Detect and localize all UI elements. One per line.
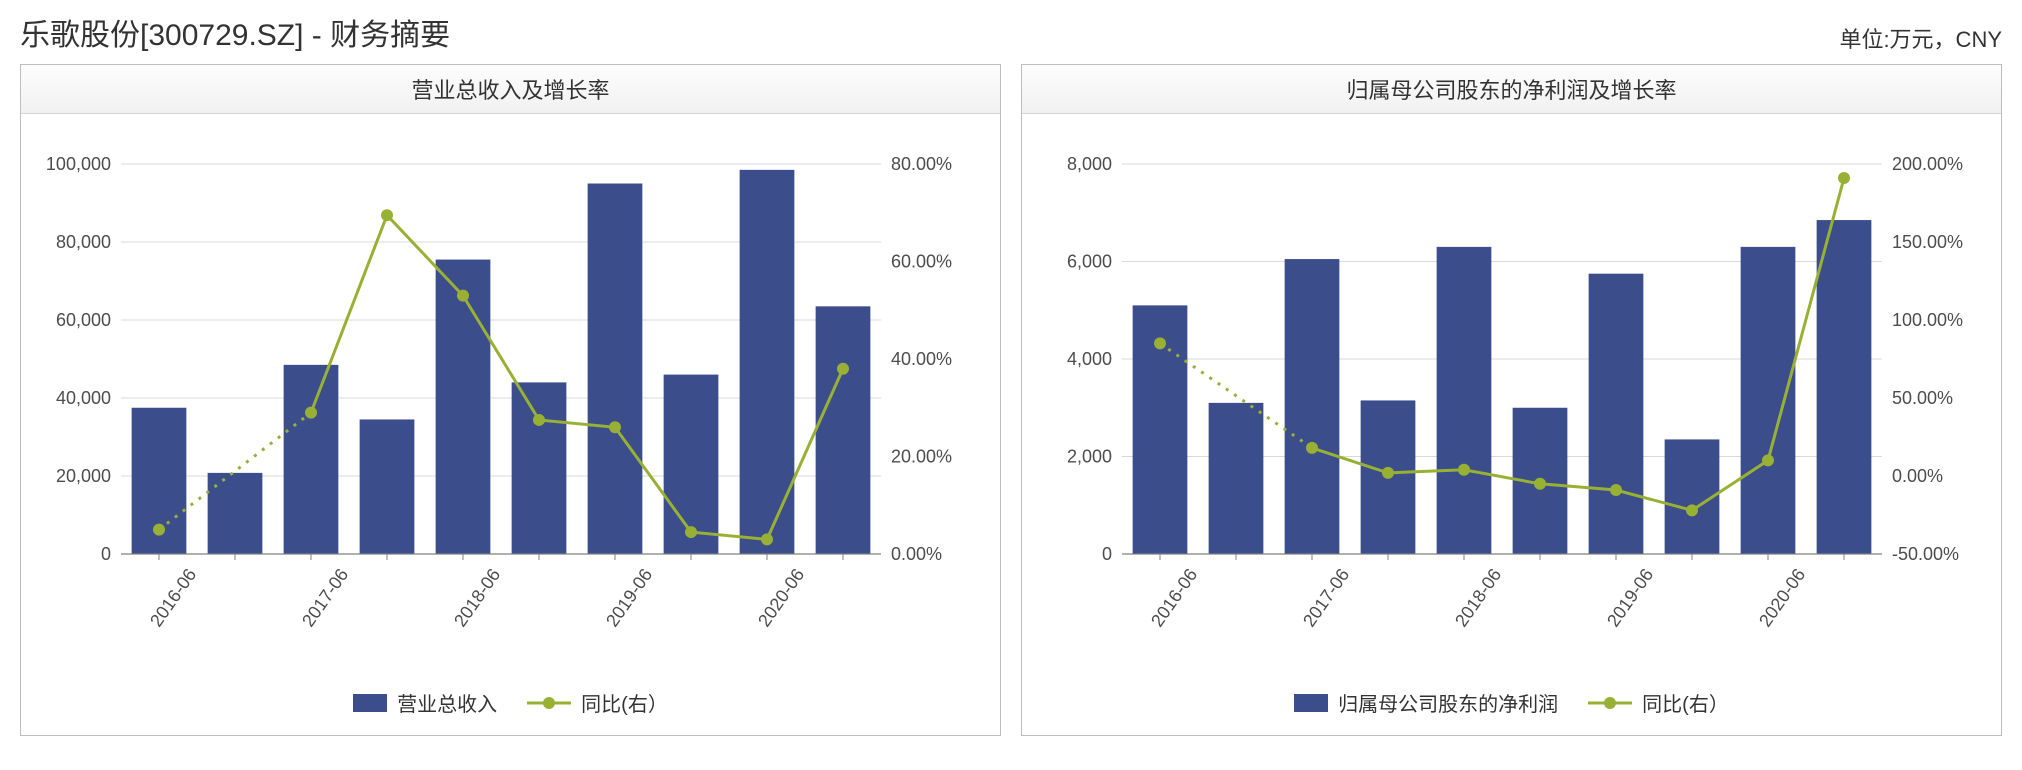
svg-text:0.00%: 0.00% [891,544,942,564]
svg-text:2016-06: 2016-06 [146,565,200,631]
chart-svg-profit: 0 2,000 4,000 6,000 8,000 -50.00% 0.00% 50.00% 1… [1022,114,1982,674]
svg-text:20,000: 20,000 [56,466,111,486]
svg-text:6,000: 6,000 [1067,252,1112,272]
chart-title-profit: 归属母公司股东的净利润及增长率 [1022,65,2001,114]
chart-title-revenue: 营业总收入及增长率 [21,65,1000,114]
legend-revenue: 营业总收入 同比(右） [21,674,1000,735]
svg-text:2019-06: 2019-06 [1603,565,1657,631]
page-title: 乐歌股份[300729.SZ] - 财务摘要 [20,10,450,54]
bar-swatch-icon [353,694,387,712]
svg-text:200.00%: 200.00% [1892,154,1963,174]
svg-text:2018-06: 2018-06 [1451,565,1505,631]
line-swatch-icon [1588,694,1632,712]
svg-text:40,000: 40,000 [56,388,111,408]
header-row: 乐歌股份[300729.SZ] - 财务摘要 单位:万元，CNY [20,10,2002,54]
svg-text:0.00%: 0.00% [1892,466,1943,486]
svg-text:100,000: 100,000 [46,154,111,174]
svg-text:60,000: 60,000 [56,310,111,330]
svg-text:2017-06: 2017-06 [1299,565,1353,631]
svg-text:0: 0 [101,544,111,564]
svg-text:2,000: 2,000 [1067,447,1112,467]
svg-text:2020-06: 2020-06 [1755,565,1809,631]
svg-text:2016-06: 2016-06 [1147,565,1201,631]
line-swatch-icon [527,694,571,712]
legend-bar-label: 归属母公司股东的净利润 [1338,688,1558,717]
svg-text:80.00%: 80.00% [891,154,952,174]
legend-line-profit: 同比(右） [1588,688,1729,717]
svg-text:150.00%: 150.00% [1892,232,1963,252]
chart-panel-profit: 归属母公司股东的净利润及增长率 0 2,000 4,000 6,000 8,000 -50… [1021,64,2002,736]
legend-bar-label: 营业总收入 [397,688,497,717]
svg-text:2019-06: 2019-06 [602,565,656,631]
legend-bar-revenue: 营业总收入 [353,688,497,717]
legend-line-label: 同比(右） [581,688,668,717]
legend-line-label: 同比(右） [1642,688,1729,717]
svg-text:100.00%: 100.00% [1892,310,1963,330]
chart-body-profit: 0 2,000 4,000 6,000 8,000 -50.00% 0.00% 50.00% 1… [1022,114,2001,674]
svg-text:-50.00%: -50.00% [1892,544,1959,564]
legend-line-revenue: 同比(右） [527,688,668,717]
charts-row: 营业总收入及增长率 0 20,000 40,000 60,000 80,000 100,0… [20,64,2002,736]
chart-svg-revenue: 0 20,000 40,000 60,000 80,000 100,000 0.00% 20.… [21,114,981,674]
svg-text:50.00%: 50.00% [1892,388,1953,408]
svg-text:2018-06: 2018-06 [450,565,504,631]
page: 乐歌股份[300729.SZ] - 财务摘要 单位:万元，CNY 营业总收入及增… [0,0,2022,756]
unit-label: 单位:万元，CNY [1839,22,2002,54]
svg-text:60.00%: 60.00% [891,252,952,272]
svg-text:0: 0 [1102,544,1112,564]
svg-text:20.00%: 20.00% [891,447,952,467]
bar-swatch-icon [1294,694,1328,712]
legend-bar-profit: 归属母公司股东的净利润 [1294,688,1558,717]
svg-text:2020-06: 2020-06 [754,565,808,631]
svg-text:4,000: 4,000 [1067,349,1112,369]
svg-text:2017-06: 2017-06 [298,565,352,631]
chart-body-revenue: 0 20,000 40,000 60,000 80,000 100,000 0.00% 20.… [21,114,1000,674]
svg-text:40.00%: 40.00% [891,349,952,369]
svg-text:8,000: 8,000 [1067,154,1112,174]
svg-text:80,000: 80,000 [56,232,111,252]
chart-panel-revenue: 营业总收入及增长率 0 20,000 40,000 60,000 80,000 100,0… [20,64,1001,736]
legend-profit: 归属母公司股东的净利润 同比(右） [1022,674,2001,735]
